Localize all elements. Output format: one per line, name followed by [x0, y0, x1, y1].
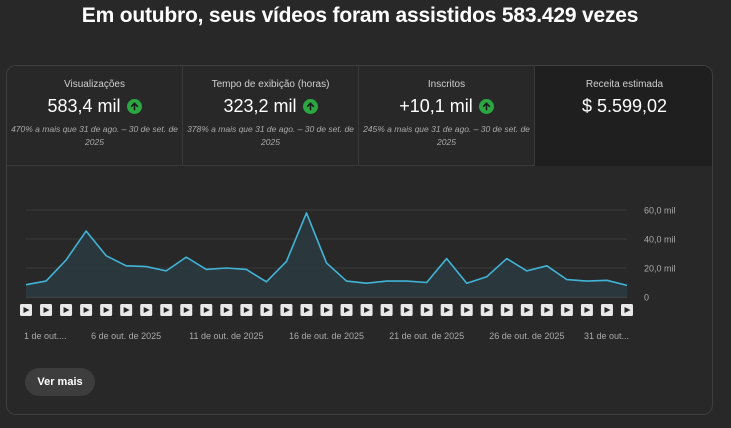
video-play-icon[interactable]	[200, 304, 213, 316]
metric-label: Visualizações	[64, 79, 125, 90]
metric-revenue[interactable]: Receita estimada $ 5.599,02	[535, 66, 712, 166]
arrow-up-icon	[126, 99, 142, 114]
video-play-icon[interactable]	[600, 304, 613, 316]
x-tick-label: 1 de out....	[24, 331, 67, 341]
metric-comparison: 378% a mais que 31 de ago. – 30 de set. …	[187, 124, 354, 147]
metric-views[interactable]: Visualizações 583,4 mil 470% a mais que …	[7, 66, 183, 166]
metric-comparison: 470% a mais que 31 de ago. – 30 de set. …	[11, 124, 178, 147]
y-tick-label: 40,0 mil	[644, 235, 676, 245]
metric-label: Tempo de exibição (horas)	[211, 79, 330, 90]
video-play-icon[interactable]	[340, 304, 353, 316]
video-play-icon[interactable]	[440, 304, 453, 316]
video-play-icon[interactable]	[160, 304, 173, 316]
video-play-icon[interactable]	[540, 304, 553, 316]
area-fill	[26, 212, 627, 297]
video-play-icon[interactable]	[580, 304, 593, 316]
video-play-icon[interactable]	[300, 304, 313, 316]
see-more-button[interactable]: Ver mais	[25, 368, 95, 396]
video-play-icon[interactable]	[621, 304, 633, 316]
video-play-icon[interactable]	[280, 304, 293, 316]
metric-comparison: 245% a mais que 31 de ago. – 30 de set. …	[363, 124, 530, 147]
video-play-icon[interactable]	[460, 304, 473, 316]
analytics-card: Visualizações 583,4 mil 470% a mais que …	[6, 65, 713, 415]
video-play-icon[interactable]	[360, 304, 373, 316]
x-tick-label: 6 de out. de 2025	[91, 331, 161, 341]
video-play-icon[interactable]	[380, 304, 393, 316]
video-play-icon[interactable]	[320, 304, 333, 316]
arrow-up-icon	[478, 99, 494, 114]
x-tick-label: 31 de out...	[584, 331, 629, 341]
video-play-icon[interactable]	[120, 304, 133, 316]
video-play-icon[interactable]	[260, 304, 273, 316]
video-play-icon[interactable]	[180, 304, 193, 316]
arrow-up-icon	[302, 99, 318, 114]
video-play-icon[interactable]	[420, 304, 433, 316]
metric-value: 583,4 mil	[47, 96, 121, 116]
y-tick-label: 0	[644, 293, 649, 303]
metrics-row: Visualizações 583,4 mil 470% a mais que …	[7, 66, 712, 166]
x-tick-label: 16 de out. de 2025	[289, 331, 364, 341]
metric-value: +10,1 mil	[399, 96, 473, 116]
metric-value: 323,2 mil	[223, 96, 297, 116]
series-line	[25, 212, 628, 287]
metric-label: Inscritos	[427, 79, 466, 90]
video-play-icon[interactable]	[520, 304, 533, 316]
video-play-icon[interactable]	[140, 304, 153, 316]
x-tick-label: 11 de out. de 2025	[189, 331, 263, 341]
page-title: Em outubro, seus vídeos foram assistidos…	[81, 4, 639, 27]
video-play-icon[interactable]	[500, 304, 513, 316]
video-play-icon[interactable]	[480, 304, 493, 316]
video-play-icon[interactable]	[80, 304, 93, 316]
video-play-icon[interactable]	[40, 304, 53, 316]
y-tick-label: 20,0 mil	[644, 264, 676, 274]
views-chart: 60,0 mil 40,0 mil 20,0 mil 0 1 de out.... 6 d…	[20, 206, 676, 341]
metric-subscribers[interactable]: Inscritos +10,1 mil 245% a mais que 31 d…	[359, 66, 535, 166]
video-play-icon[interactable]	[240, 304, 253, 316]
video-play-icon[interactable]	[560, 304, 573, 316]
x-tick-label: 26 de out. de 2025	[489, 331, 564, 341]
metric-watch-time[interactable]: Tempo de exibição (horas) 323,2 mil 378%…	[183, 66, 359, 166]
video-play-icon[interactable]	[60, 304, 73, 316]
metric-value: $ 5.599,02	[581, 96, 668, 116]
metric-label: Receita estimada	[585, 79, 664, 90]
y-tick-label: 60,0 mil	[644, 206, 676, 216]
video-play-icon[interactable]	[20, 304, 32, 316]
video-play-icon[interactable]	[100, 304, 113, 316]
video-play-icon[interactable]	[220, 304, 233, 316]
video-play-icon[interactable]	[400, 304, 413, 316]
x-tick-label: 21 de out. de 2025	[389, 331, 464, 341]
